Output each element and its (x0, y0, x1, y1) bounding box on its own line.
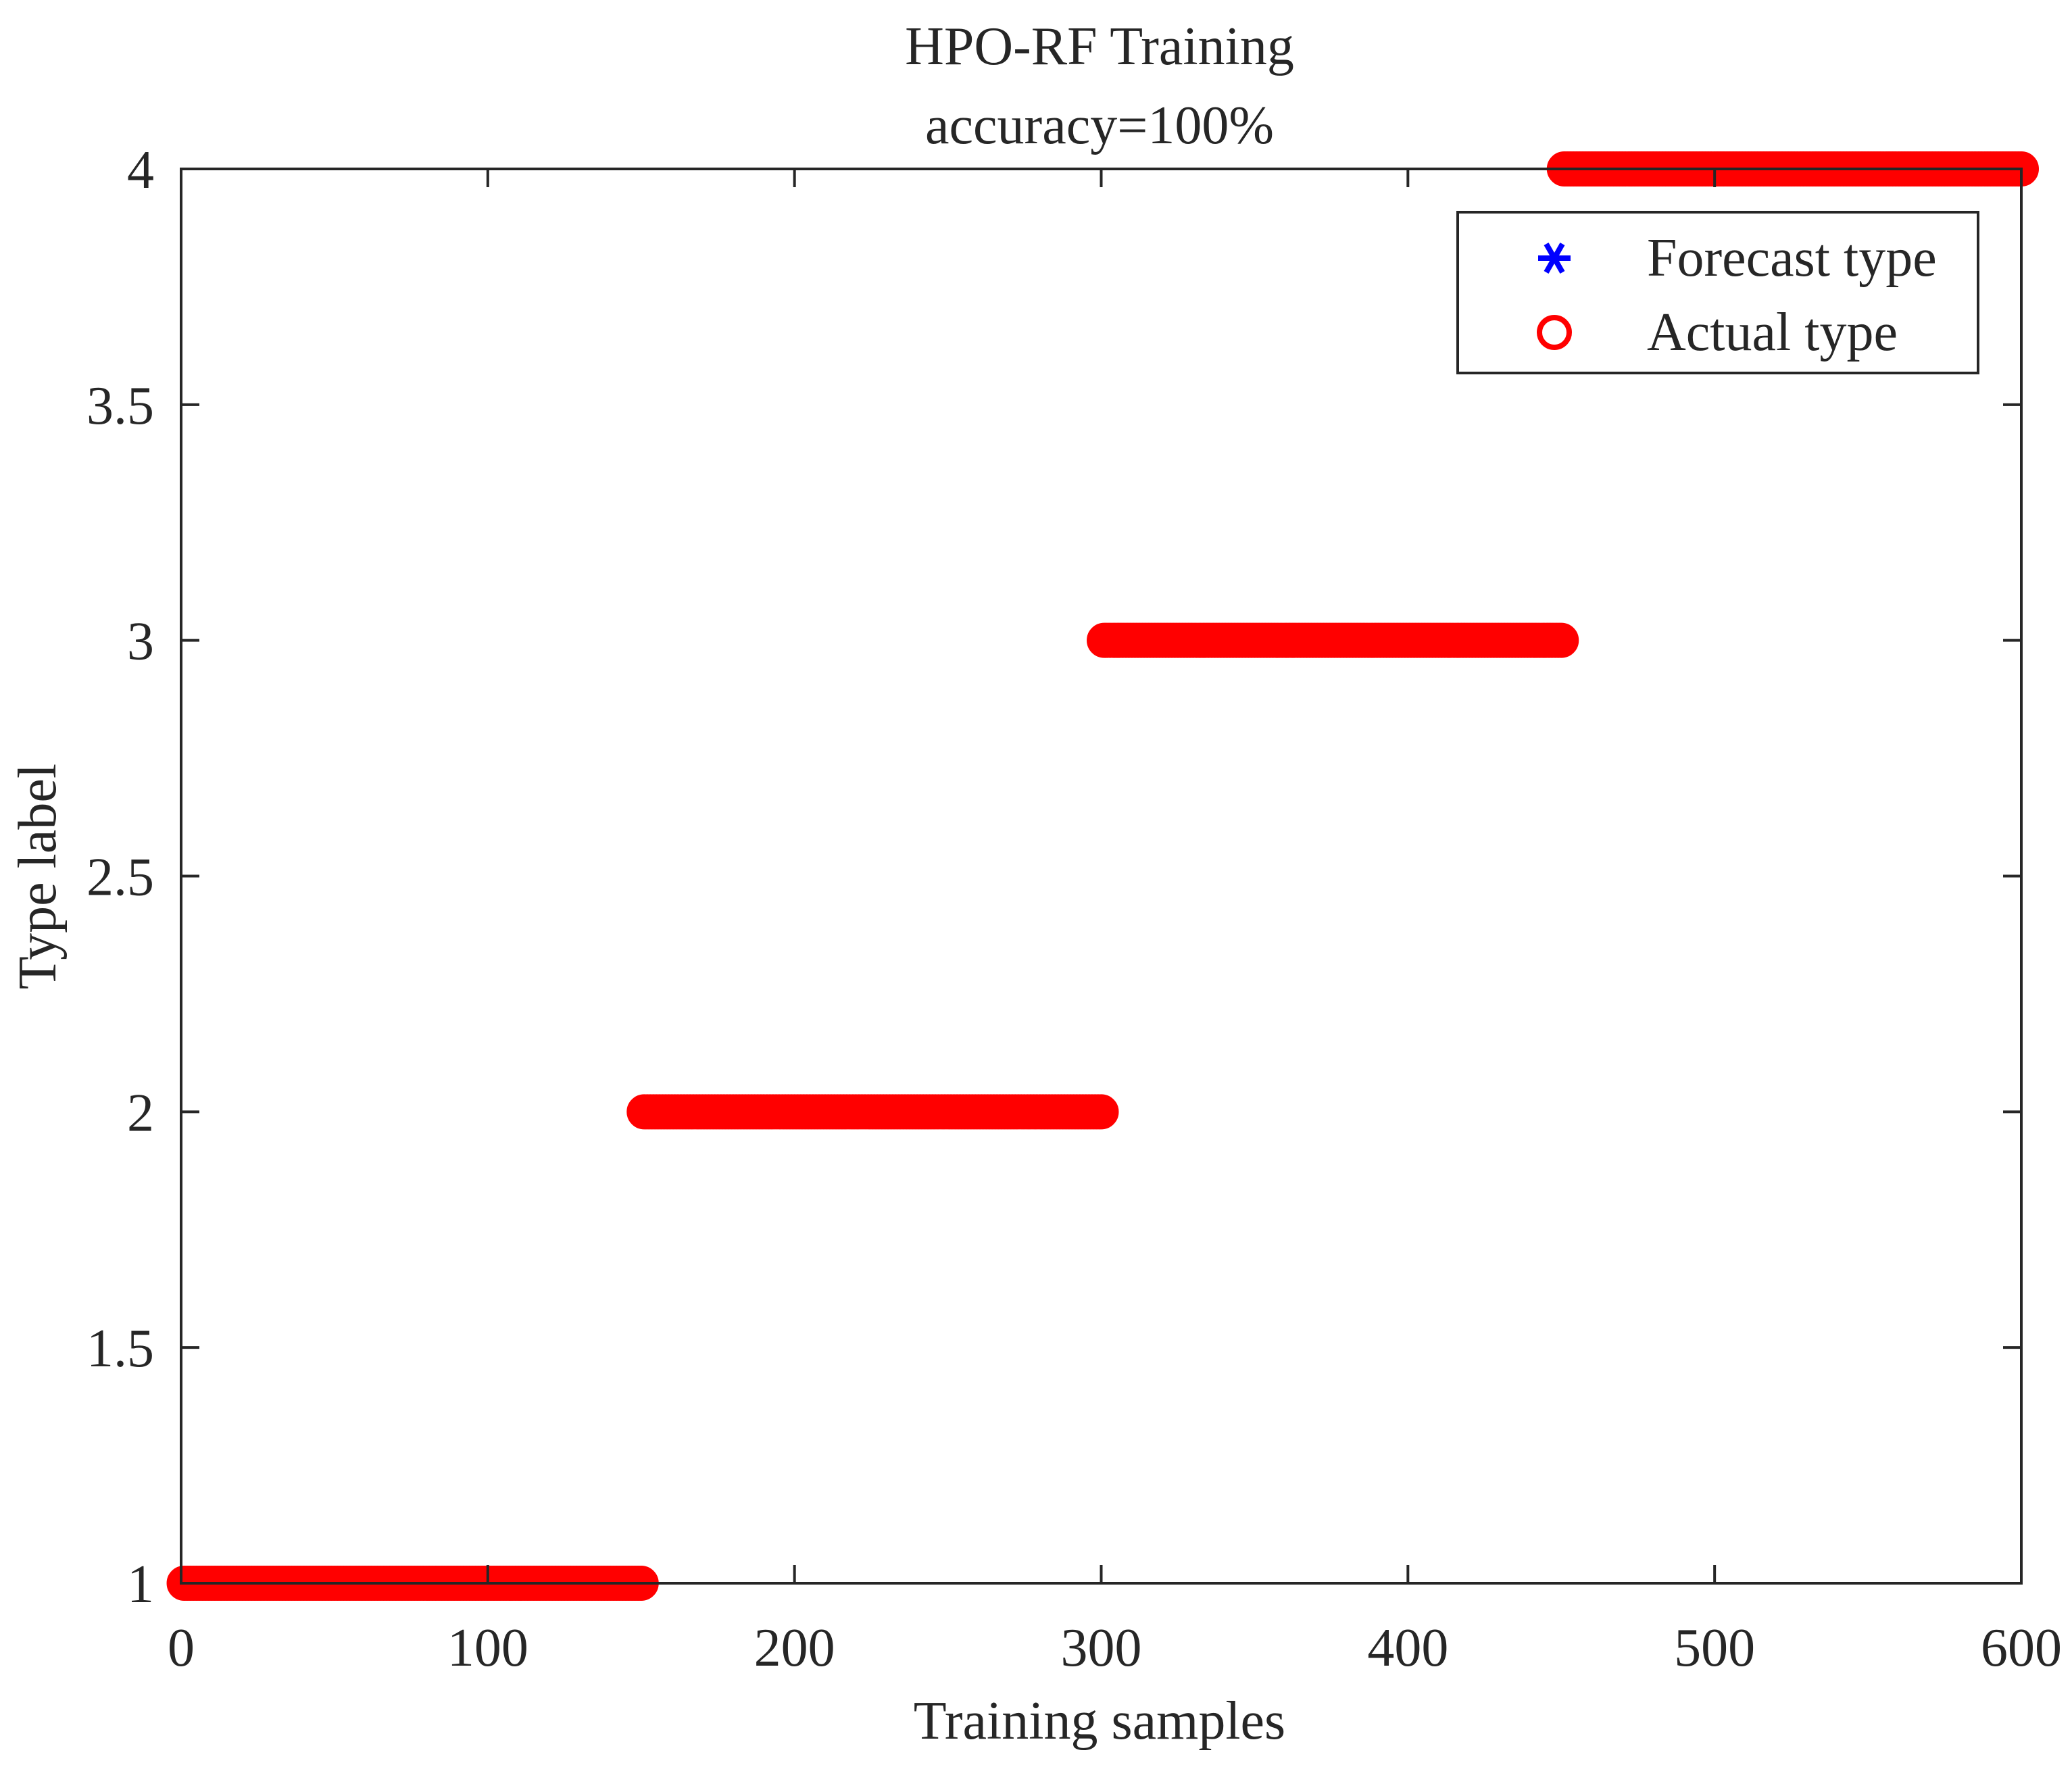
legend: Forecast type Actual type (1456, 211, 1979, 374)
y-tick-label: 2.5 (87, 848, 154, 908)
x-tick-label: 400 (1367, 1618, 1448, 1678)
actual-point (1544, 622, 1579, 658)
legend-actual-label: Actual type (1647, 303, 1898, 362)
y-tick-label: 1 (127, 1555, 154, 1614)
legend-forecast-marker (1538, 243, 1571, 274)
x-axis-label: Training samples (914, 1691, 1285, 1751)
legend-actual-marker (1537, 315, 1572, 350)
y-axis-label: Type label (8, 764, 68, 989)
x-tick-label: 500 (1674, 1618, 1755, 1678)
y-tick-label: 2 (127, 1083, 154, 1143)
x-tick-label: 600 (1981, 1618, 2062, 1678)
x-tick-label: 0 (168, 1618, 195, 1678)
actual-point (1083, 1094, 1119, 1130)
y-axis: 1 1.5 2 2.5 3 3.5 4 (87, 141, 2021, 1614)
y-tick-label: 3.5 (87, 376, 154, 436)
x-axis: 0 100 200 300 400 500 600 (168, 169, 2062, 1678)
y-tick-label: 3 (127, 612, 154, 672)
x-tick-label: 100 (447, 1618, 528, 1678)
chart-title: HPO-RF Training (905, 17, 1294, 76)
legend-forecast-label: Forecast type (1647, 228, 1937, 288)
x-tick-label: 300 (1061, 1618, 1142, 1678)
chart-subtitle: accuracy=100% (925, 96, 1274, 155)
y-tick-label: 4 (127, 141, 154, 200)
x-tick-label: 200 (754, 1618, 835, 1678)
y-tick-label: 1.5 (87, 1319, 154, 1378)
